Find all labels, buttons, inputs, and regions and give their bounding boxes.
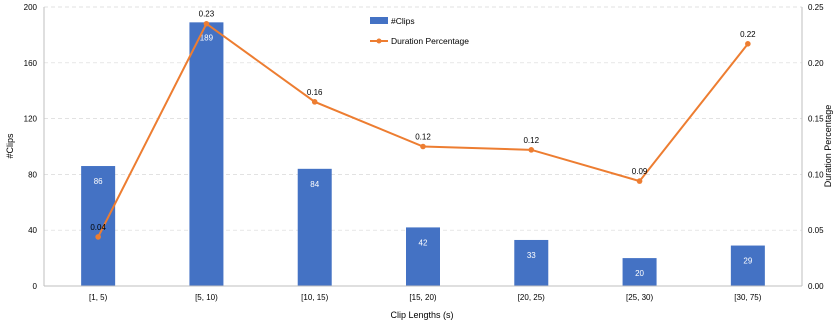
- y-tick-label: 120: [24, 115, 38, 124]
- bar-value-label: 84: [310, 180, 319, 189]
- line-point: [95, 234, 101, 240]
- bar-value-label: 42: [419, 238, 428, 247]
- line-value-label: 0.12: [415, 133, 431, 142]
- bar: [730, 245, 765, 286]
- legend-label-duration: Duration Percentage: [391, 36, 469, 46]
- y2-tick-label: 0.15: [808, 115, 824, 124]
- y-axis-right: 0.00 0.05 0.10 0.15 0.20 0.25: [801, 3, 824, 291]
- x-tick-label: [1, 5): [89, 293, 108, 302]
- bar-value-label: 86: [94, 177, 103, 186]
- line-point: [636, 178, 643, 184]
- bar: [406, 227, 440, 286]
- bar: [622, 258, 657, 286]
- y2-tick-label: 0.25: [808, 3, 824, 12]
- legend-label-clips: #Clips: [391, 16, 415, 26]
- bar-value-label: 29: [743, 257, 752, 266]
- y2-axis-title: Duration Percentage: [823, 105, 833, 188]
- line-value-label: 0.09: [632, 167, 648, 176]
- x-axis: [1, 5) [5, 10) [10, 15) [15, 20) [20, 25) [25…: [44, 285, 802, 302]
- line-point: [311, 99, 318, 105]
- y2-tick-label: 0.20: [808, 59, 824, 68]
- bar-value-label: 33: [527, 251, 536, 260]
- bar-series-clips: 86 189 84 42 33 20 29: [81, 22, 765, 286]
- bar: [297, 168, 332, 286]
- x-tick-label: [10, 15): [301, 293, 328, 302]
- y2-tick-label: 0.10: [808, 170, 824, 179]
- y-tick-label: 160: [24, 59, 38, 68]
- line-point: [420, 143, 426, 150]
- bar-value-label: 189: [200, 33, 214, 42]
- y-tick-label: 0: [33, 282, 38, 291]
- bar: [189, 22, 224, 286]
- line-value-label: 0.23: [199, 10, 215, 19]
- y-axis-title: #Clips: [5, 133, 15, 159]
- line-value-label: 0.22: [740, 30, 756, 39]
- gridlines: [44, 6, 802, 231]
- y-tick-label: 200: [24, 3, 38, 12]
- y-tick-label: 40: [28, 226, 37, 235]
- line-point: [528, 147, 535, 153]
- x-tick-label: [15, 20): [409, 293, 436, 302]
- y-tick-label: 80: [28, 170, 37, 179]
- x-tick-label: [25, 30): [626, 293, 653, 302]
- legend: #Clips Duration Percentage: [370, 16, 469, 46]
- x-tick-label: [5, 10): [195, 293, 218, 302]
- y2-tick-label: 0.05: [808, 226, 824, 235]
- line-series-duration: 0.04 0.23 0.16 0.12 0.12 0.09 0.22: [90, 10, 756, 240]
- legend-swatch-clips: [370, 17, 388, 24]
- legend-marker-duration: [376, 38, 382, 44]
- bar-value-label: 20: [635, 269, 644, 278]
- line-value-label: 0.04: [90, 223, 106, 232]
- x-tick-label: [30, 75): [734, 293, 761, 302]
- bar: [514, 239, 549, 286]
- line-point: [745, 41, 751, 47]
- line-value-label: 0.12: [523, 136, 539, 145]
- bar: [81, 166, 116, 286]
- line-value-label: 0.16: [307, 88, 323, 97]
- line-point: [203, 20, 210, 27]
- y2-tick-label: 0.00: [808, 282, 824, 291]
- y-axis-left: 0 40 80 120 160 200: [24, 3, 45, 291]
- x-tick-label: [20, 25): [518, 293, 545, 302]
- x-axis-title: Clip Lengths (s): [390, 310, 453, 320]
